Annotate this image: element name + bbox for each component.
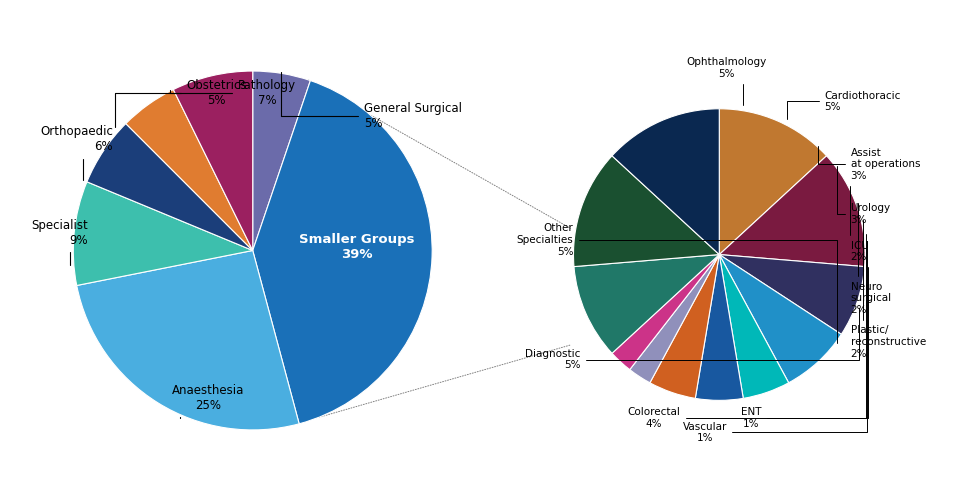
Wedge shape [573, 156, 719, 267]
Text: Cardiothoracic
5%: Cardiothoracic 5% [786, 91, 901, 119]
Wedge shape [73, 182, 253, 285]
Wedge shape [125, 90, 253, 250]
Wedge shape [650, 254, 719, 399]
Text: General Surgical
5%: General Surgical 5% [281, 72, 462, 130]
Wedge shape [719, 254, 842, 383]
Text: Assist
at operations
3%: Assist at operations 3% [817, 146, 920, 181]
Wedge shape [612, 109, 719, 254]
Wedge shape [574, 254, 719, 353]
Text: Smaller Groups
39%: Smaller Groups 39% [299, 233, 414, 261]
Text: Colorectal
4%: Colorectal 4% [627, 267, 868, 429]
Text: Plastic/
reconstructive
2%: Plastic/ reconstructive 2% [850, 220, 925, 359]
Text: Orthopaedic
6%: Orthopaedic 6% [40, 125, 113, 181]
Wedge shape [630, 254, 719, 383]
Text: Diagnostic
5%: Diagnostic 5% [526, 308, 859, 370]
Text: Vascular
1%: Vascular 1% [682, 244, 867, 443]
Text: Other
Specialties
5%: Other Specialties 5% [517, 223, 837, 343]
Wedge shape [612, 254, 719, 369]
Wedge shape [253, 71, 310, 250]
Text: ICU
2%: ICU 2% [850, 185, 868, 262]
Wedge shape [695, 254, 744, 400]
Wedge shape [253, 81, 433, 424]
Wedge shape [719, 254, 788, 399]
Wedge shape [173, 71, 253, 250]
Text: Pathology
7%: Pathology 7% [170, 79, 296, 107]
Text: Specialist
9%: Specialist 9% [31, 218, 87, 265]
Wedge shape [719, 156, 865, 267]
Wedge shape [77, 250, 299, 430]
Wedge shape [719, 254, 864, 334]
Text: Ophthalmology
5%: Ophthalmology 5% [686, 57, 767, 105]
Text: ENT
1%: ENT 1% [741, 234, 866, 429]
Text: Anaesthesia
25%: Anaesthesia 25% [172, 384, 244, 419]
Wedge shape [87, 123, 253, 250]
Wedge shape [719, 109, 826, 254]
Text: Obstetrics
5%: Obstetrics 5% [116, 79, 247, 126]
Text: Neuro
surgical
2%: Neuro surgical 2% [850, 203, 891, 315]
Text: Urology
3%: Urology 3% [837, 166, 890, 224]
